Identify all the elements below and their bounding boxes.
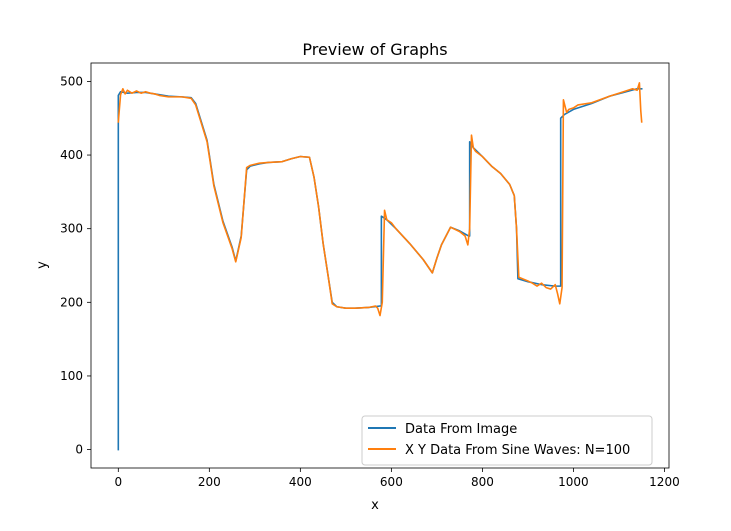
y-tick-label: 300 xyxy=(60,222,83,236)
y-tick-label: 0 xyxy=(75,443,83,457)
y-tick-label: 400 xyxy=(60,148,83,162)
x-axis-label: x xyxy=(371,498,379,513)
chart-title: Preview of Graphs xyxy=(302,40,447,59)
series-layer xyxy=(117,82,643,451)
plot-frame xyxy=(90,62,670,469)
legend: Data From Image X Y Data From Sine Waves… xyxy=(361,415,653,466)
x-tick-label: 400 xyxy=(289,475,312,489)
x-tick-label: 1200 xyxy=(649,475,680,489)
legend-label-data-from-image: Data From Image xyxy=(405,422,517,437)
y-tick-label: 500 xyxy=(60,74,83,88)
x-tick-label: 600 xyxy=(380,475,403,489)
y-tick-label: 200 xyxy=(60,295,83,309)
x-tick-label: 1000 xyxy=(558,475,589,489)
legend-box xyxy=(361,415,653,466)
x-tick-label: 200 xyxy=(198,475,221,489)
y-tick-label: 100 xyxy=(60,369,83,383)
legend-label-sine-waves: X Y Data From Sine Waves: N=100 xyxy=(405,443,630,458)
x-tick-label: 800 xyxy=(471,475,494,489)
y-axis-label: y xyxy=(35,261,50,269)
x-tick-label: 0 xyxy=(114,475,122,489)
series-line-sine-waves xyxy=(117,82,643,317)
axes: 0 200 400 600 800 1000 1200 0 100 200 300 400 500 xyxy=(60,74,680,489)
